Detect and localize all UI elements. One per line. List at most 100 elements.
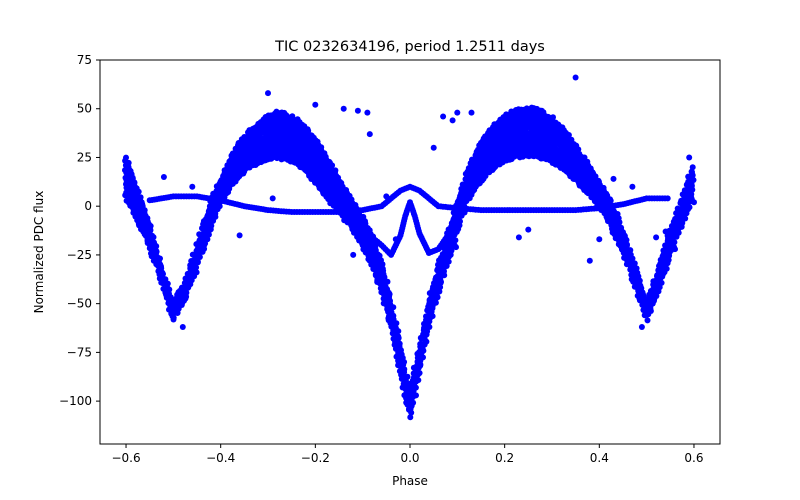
- outlier-point: [629, 183, 636, 190]
- outlier-point: [610, 175, 617, 182]
- outlier-point: [515, 234, 522, 241]
- x-tick-label: −0.2: [301, 451, 330, 465]
- data-point: [170, 314, 177, 321]
- x-axis: −0.6 −0.4 −0.2 0.0 0.2 0.4 0.6: [111, 444, 704, 465]
- outlier-point: [468, 109, 475, 116]
- data-points: [122, 74, 697, 421]
- data-point: [663, 265, 670, 272]
- data-point: [689, 172, 696, 179]
- data-point: [196, 254, 203, 260]
- outlier-point: [354, 107, 361, 114]
- data-point: [666, 252, 673, 259]
- x-tick-label: −0.4: [206, 451, 235, 465]
- x-tick-label: 0.4: [590, 451, 609, 465]
- data-point: [689, 186, 696, 193]
- outlier-point: [638, 324, 645, 330]
- outlier-point: [350, 251, 357, 258]
- data-point: [208, 222, 215, 229]
- data-point: [658, 279, 665, 286]
- y-tick-label: 75: [77, 53, 92, 67]
- data-point: [129, 174, 136, 181]
- data-point: [305, 127, 312, 134]
- data-point: [205, 231, 212, 238]
- data-point: [407, 405, 414, 412]
- data-point: [426, 324, 433, 330]
- data-point: [415, 377, 422, 384]
- y-tick-label: −75: [67, 345, 92, 359]
- data-point: [688, 194, 695, 201]
- y-tick-label: 50: [77, 102, 92, 116]
- data-point: [633, 265, 640, 272]
- data-point: [451, 231, 458, 238]
- data-point: [686, 204, 693, 211]
- data-point: [440, 268, 447, 275]
- data-point: [395, 335, 402, 341]
- data-point: [592, 173, 599, 180]
- outlier-point: [269, 195, 276, 202]
- outlier-point: [236, 232, 243, 239]
- data-point: [407, 414, 414, 421]
- y-tick-label: −25: [67, 248, 92, 262]
- outlier-point: [160, 174, 167, 180]
- data-point: [417, 362, 424, 369]
- data-point: [453, 244, 459, 251]
- outlier-point: [364, 109, 371, 116]
- outlier-point: [653, 234, 660, 241]
- data-point: [135, 188, 142, 195]
- y-axis-label: Normalized PDC flux: [32, 191, 46, 314]
- outlier-point: [525, 226, 532, 233]
- y-tick-label: 25: [77, 150, 92, 164]
- outlier-point: [265, 90, 271, 97]
- data-point: [416, 370, 423, 376]
- data-point: [160, 271, 166, 277]
- x-tick-label: 0.0: [400, 451, 419, 465]
- data-point: [438, 278, 444, 285]
- data-point: [193, 264, 200, 271]
- outlier-point: [151, 246, 158, 253]
- data-point: [682, 215, 689, 222]
- x-axis-label: Phase: [392, 474, 428, 488]
- x-tick-label: −0.6: [111, 451, 140, 465]
- data-point: [457, 218, 463, 225]
- data-point: [647, 305, 654, 312]
- data-point: [429, 305, 436, 312]
- data-point: [379, 261, 386, 268]
- data-point: [644, 317, 651, 324]
- data-point: [393, 320, 400, 327]
- outlier-point: [383, 193, 390, 200]
- data-point: [157, 255, 163, 262]
- outlier-point: [478, 172, 484, 178]
- data-point: [664, 195, 671, 202]
- data-point: [193, 269, 200, 276]
- outlier-point: [454, 109, 461, 116]
- data-point: [434, 294, 441, 301]
- outlier-point: [366, 131, 373, 138]
- outlier-point: [430, 144, 437, 151]
- outlier-point: [179, 324, 186, 330]
- outlier-point: [449, 117, 456, 124]
- data-point: [194, 259, 201, 266]
- data-point: [396, 342, 403, 349]
- data-point: [437, 284, 444, 291]
- chart-title: TIC 0232634196, period 1.2511 days: [274, 39, 545, 55]
- data-point: [423, 338, 430, 345]
- data-point: [426, 318, 433, 325]
- data-point: [395, 328, 402, 335]
- data-point: [423, 331, 430, 338]
- y-tick-label: −50: [67, 297, 92, 311]
- data-point: [201, 245, 208, 252]
- data-point: [607, 197, 614, 204]
- outlier-point: [596, 236, 603, 243]
- data-point: [649, 300, 656, 307]
- data-point: [413, 392, 419, 399]
- x-tick-label: 0.2: [495, 451, 514, 465]
- outlier-point: [440, 113, 447, 120]
- data-point: [204, 236, 211, 243]
- data-point: [429, 313, 436, 320]
- data-point: [420, 347, 427, 354]
- data-point: [147, 227, 154, 234]
- data-point: [679, 220, 686, 226]
- outlier-point: [662, 228, 669, 235]
- outlier-point: [691, 199, 697, 206]
- data-point: [384, 278, 391, 285]
